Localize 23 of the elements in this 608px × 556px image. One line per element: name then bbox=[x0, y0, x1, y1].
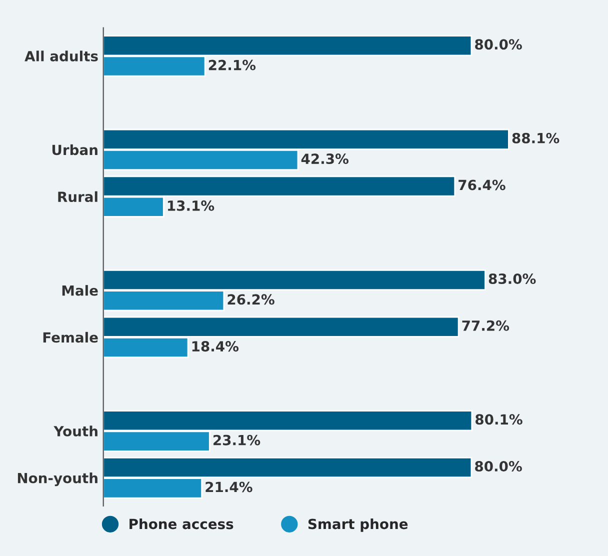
data-label: 83.0% bbox=[488, 274, 536, 284]
data-label: 80.0% bbox=[475, 39, 522, 50]
legend-label: Smart phone bbox=[308, 518, 408, 532]
data-label: 21.4% bbox=[206, 482, 252, 492]
y-tick-label: Female bbox=[43, 332, 98, 343]
data-label: 13.1% bbox=[168, 200, 214, 211]
data-label: 22.1% bbox=[208, 60, 256, 70]
y-tick-label: Youth bbox=[54, 426, 98, 436]
y-tick-label: All adults bbox=[24, 50, 98, 62]
data-label: 26.2% bbox=[228, 294, 274, 305]
y-tick-label: Rural bbox=[58, 191, 98, 202]
data-label: 42.3% bbox=[301, 154, 348, 164]
data-label: 80.0% bbox=[475, 461, 522, 472]
data-label: 80.1% bbox=[476, 414, 522, 425]
y-tick-label: Male bbox=[62, 285, 98, 296]
data-label: 23.1% bbox=[214, 434, 260, 446]
y-tick-label: Urban bbox=[52, 144, 98, 156]
data-label: 18.4% bbox=[192, 341, 239, 352]
y-tick-label: Non-youth bbox=[18, 472, 98, 486]
data-label: 88.1% bbox=[512, 132, 560, 144]
data-label: 76.4% bbox=[458, 180, 506, 190]
data-label: 77.2% bbox=[462, 320, 510, 331]
legend-label: Phone access bbox=[130, 518, 234, 530]
